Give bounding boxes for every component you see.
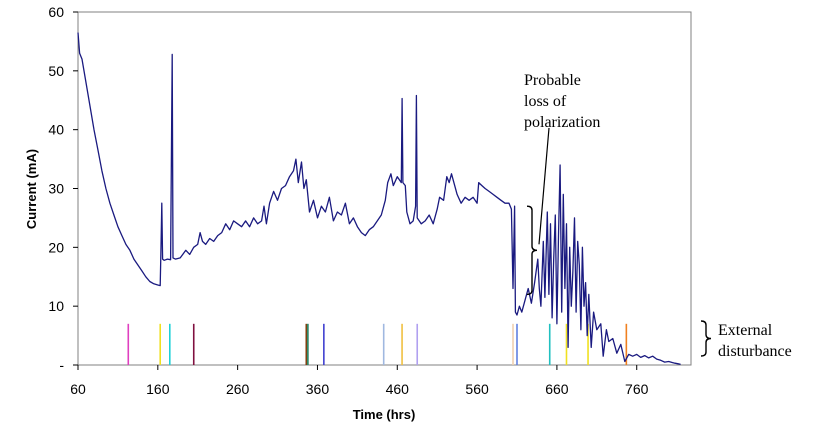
disturbance-markers <box>127 323 628 365</box>
x-tick-label: 460 <box>386 381 410 397</box>
annotation-brace <box>526 205 538 296</box>
x-tick-label: 60 <box>70 381 86 397</box>
y-tick-label: 10 <box>48 298 64 314</box>
y-tick-label: - <box>59 357 64 373</box>
y-tick-label: 30 <box>48 181 64 197</box>
x-tick-label: 360 <box>306 381 330 397</box>
annotation-text: Probable loss of polarization <box>524 72 600 131</box>
x-tick-label: 160 <box>146 381 170 397</box>
annotation-probable-loss: Probable loss of polarization <box>524 72 600 296</box>
x-axis-title: Time (hrs) <box>353 407 416 422</box>
plot-area <box>77 11 692 366</box>
x-tick-label: 760 <box>625 381 649 397</box>
x-tick-label: 560 <box>465 381 489 397</box>
y-tick-label: 50 <box>48 63 64 79</box>
annotation-text: External disturbance <box>718 322 792 360</box>
annotation-brace <box>700 320 712 357</box>
y-axis-title: Current (mA) <box>24 149 39 229</box>
current-series-line <box>77 32 681 366</box>
annotation-external-disturbance: External disturbance <box>700 320 792 360</box>
axes: - 10 20 30 40 50 60 60 160 260 360 460 560 660 760 <box>48 4 648 397</box>
x-tick-label: 660 <box>545 381 569 397</box>
annotations: Probable loss of polarization External distu… <box>524 72 792 360</box>
x-tick-label: 260 <box>226 381 250 397</box>
y-tick-label: 20 <box>48 239 64 255</box>
y-tick-label: 40 <box>48 122 64 138</box>
series-layer <box>77 32 681 366</box>
annotation-leader-line <box>538 127 550 245</box>
y-tick-label: 60 <box>48 4 64 20</box>
